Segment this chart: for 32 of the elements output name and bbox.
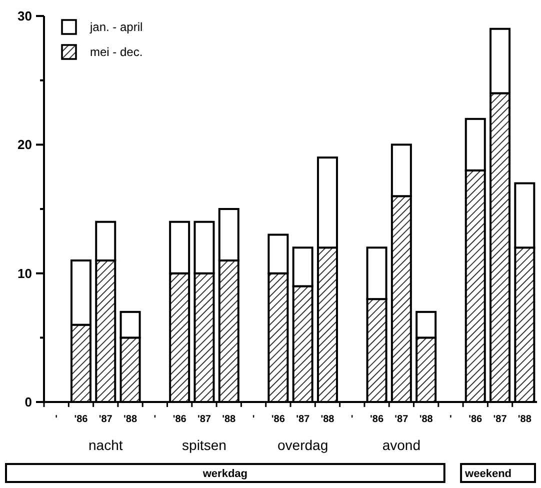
x-tick-label: '86 <box>468 414 483 425</box>
x-tick-label: '86 <box>74 414 88 425</box>
y-tick-label: 30 <box>18 8 32 24</box>
legend-label: mei - dec. <box>90 45 143 59</box>
text: spitsen <box>182 437 226 453</box>
text: weekend <box>464 468 512 480</box>
x-tick-label: '86 <box>370 414 384 425</box>
y-tick-label: 0 <box>24 394 32 410</box>
y-tick-label: 20 <box>18 137 32 152</box>
x-tick-label: ' <box>154 414 156 425</box>
x-tick-label: ' <box>350 414 354 425</box>
text: nacht <box>88 437 123 453</box>
x-tick-label: ' <box>252 414 255 425</box>
x-tick-label: '88 <box>320 414 335 425</box>
x-tick-label: '88 <box>124 414 138 425</box>
legend-label: jan. - april <box>89 20 143 34</box>
x-tick-label: '86 <box>172 414 187 425</box>
x-tick-label: '87 <box>493 414 508 425</box>
x-tick-label: '88 <box>222 414 236 425</box>
x-tick-label: '87 <box>197 414 212 425</box>
x-tick-label: '88 <box>419 414 434 425</box>
text: werkdag <box>202 468 248 480</box>
text: avond <box>382 437 421 453</box>
text: overdag <box>278 437 328 453</box>
x-tick-label: ' <box>450 414 452 425</box>
x-tick-label: '86 <box>271 414 286 425</box>
y-tick-label: 10 <box>18 266 32 281</box>
x-tick-label: '87 <box>394 414 409 425</box>
x-tick-label: '87 <box>98 414 113 425</box>
x-tick-label: ' <box>55 414 58 425</box>
x-tick-label: '87 <box>296 414 310 425</box>
x-tick-label: '88 <box>518 414 532 425</box>
